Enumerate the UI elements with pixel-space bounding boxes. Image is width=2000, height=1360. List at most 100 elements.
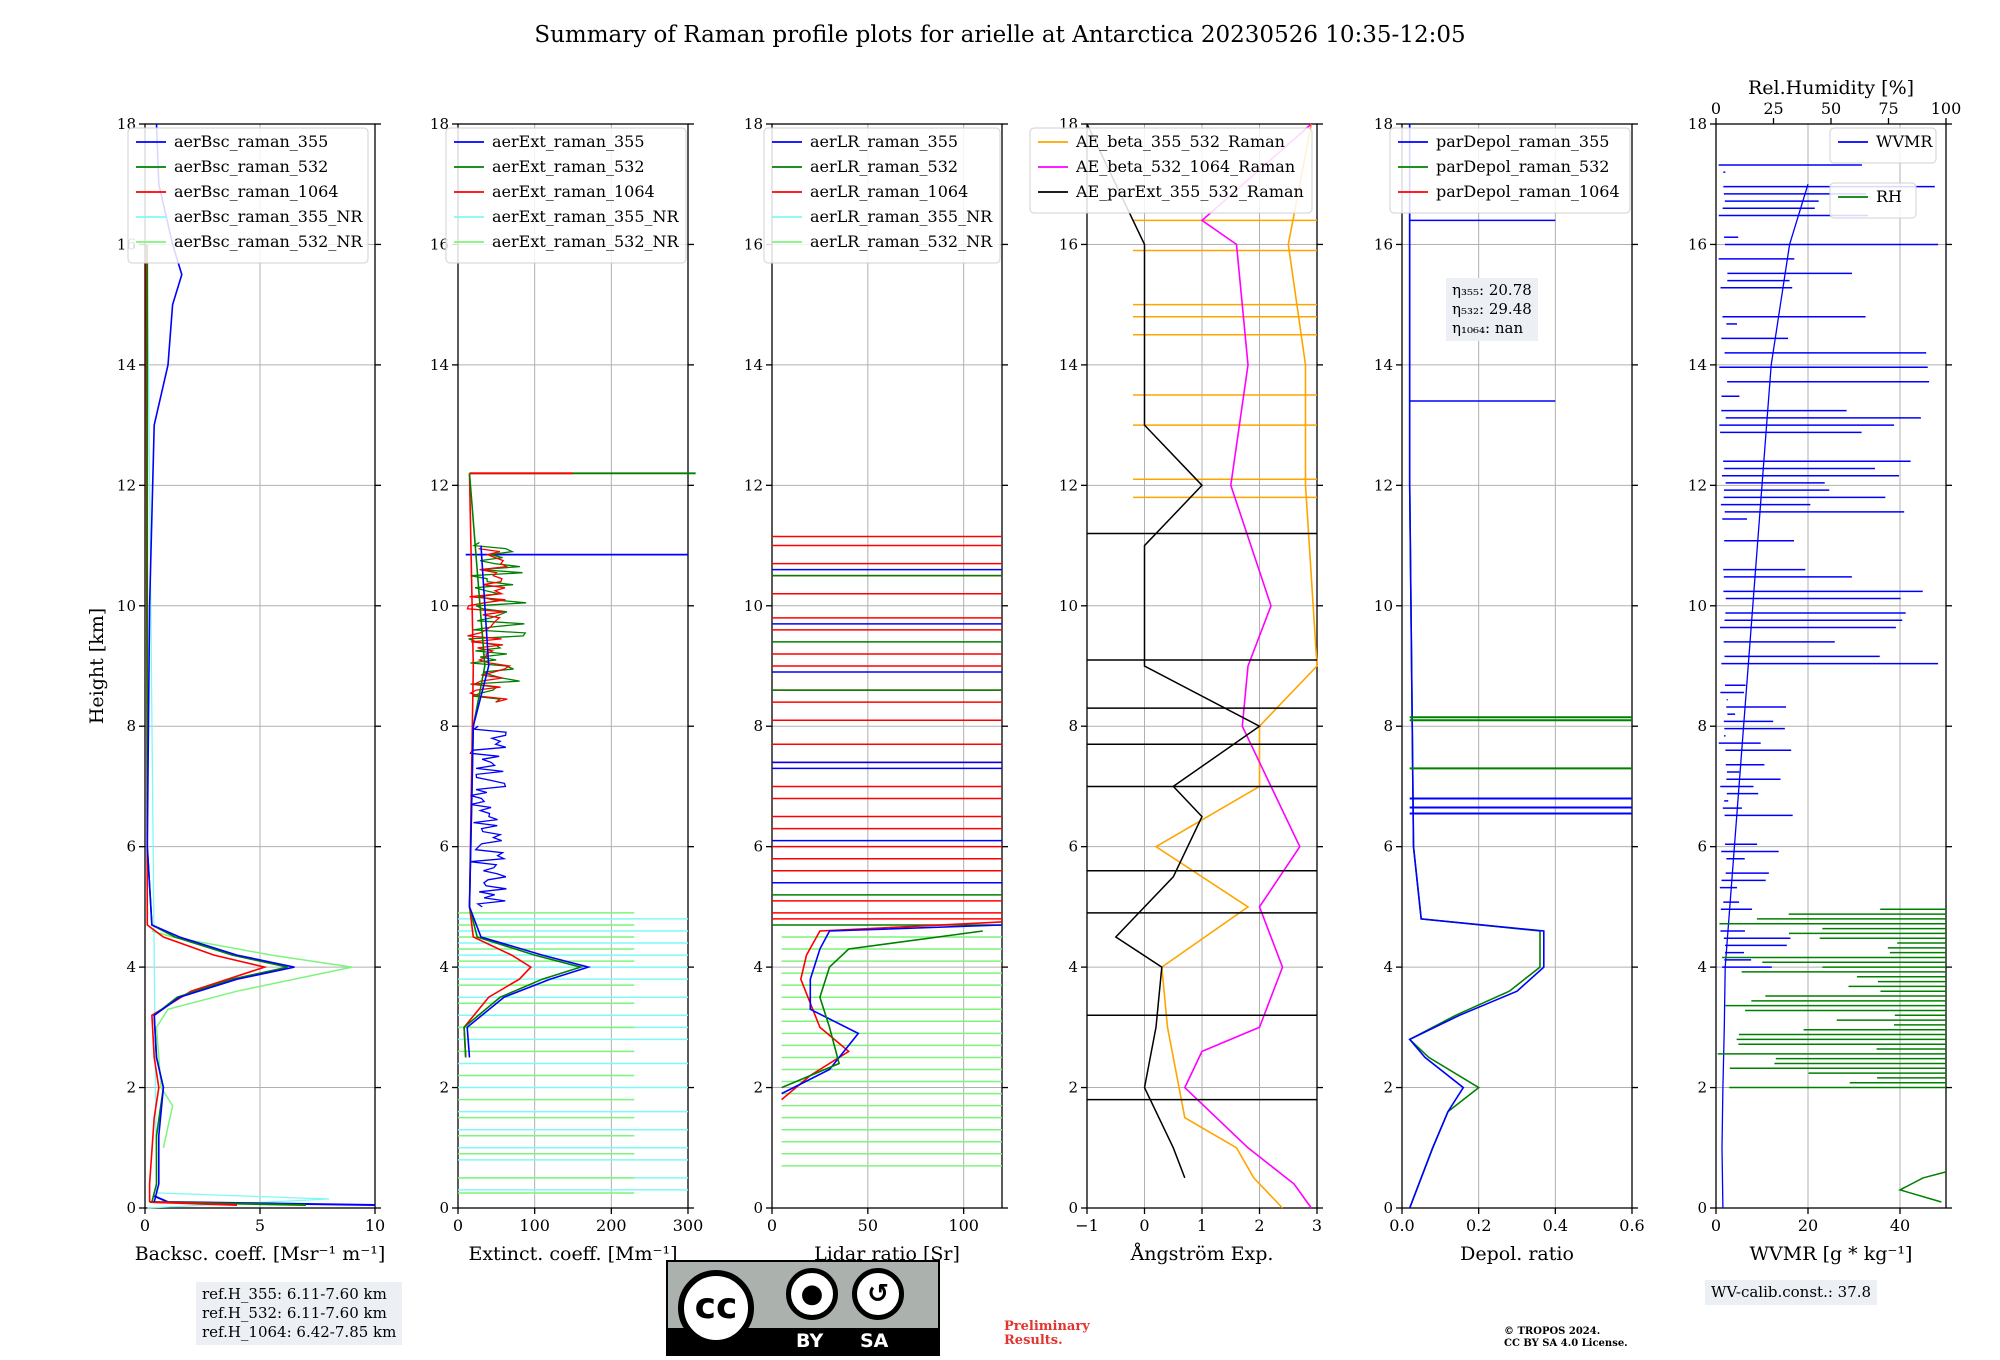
ytick-label: 12 <box>1374 476 1393 494</box>
legend-bsc <box>127 127 369 264</box>
legend-entry: aerBsc_raman_355_NR <box>174 207 363 226</box>
ytick-label: 8 <box>753 717 763 735</box>
xlabel-bsc: Backsc. coeff. [Msr⁻¹ m⁻¹] <box>135 1243 386 1265</box>
legend-entry: AE_beta_355_532_Raman <box>1075 132 1285 151</box>
panel-frame-ext <box>457 123 689 1209</box>
legend-entry: aerBsc_raman_532 <box>174 157 328 176</box>
legend-entry: aerLR_raman_532 <box>810 157 958 176</box>
xtick-label-dep: 0.2 <box>1466 1216 1491 1235</box>
xtick-label-ae: −1 <box>1075 1216 1099 1235</box>
ytick-label: 4 <box>753 958 763 976</box>
panel-lr <box>766 123 1008 1214</box>
series-bsc-1064 <box>145 244 268 1202</box>
legend-entry: aerExt_raman_355_NR <box>492 207 680 226</box>
ytick-label: 4 <box>1697 958 1707 976</box>
series-dep-355-spikes <box>1409 797 1632 815</box>
eta-355: η₃₅₅: 20.78 <box>1452 281 1532 299</box>
ytick-label: 12 <box>1688 476 1707 494</box>
ytick-label: 6 <box>126 838 136 856</box>
ytick-label: 6 <box>439 838 449 856</box>
ytick-label: 10 <box>117 597 136 615</box>
top-xtick-label: 25 <box>1763 99 1783 118</box>
series-bsc-355 <box>146 123 295 1203</box>
ytick-label: 6 <box>753 838 763 856</box>
xlabel-dep: Depol. ratio <box>1460 1243 1574 1265</box>
series-dep-355-top <box>1409 219 1556 402</box>
series-ext-1064 <box>463 473 533 1058</box>
legend-frame <box>445 127 687 264</box>
ytick-label: 14 <box>744 356 763 374</box>
ytick-label: 10 <box>1374 597 1393 615</box>
top-xtick-label: 0 <box>1711 99 1721 118</box>
xtick-label-ext: 200 <box>596 1216 627 1235</box>
legend-entry: parDepol_raman_532 <box>1436 157 1609 176</box>
legend-dep <box>1389 127 1631 214</box>
ytick-label: 2 <box>439 1079 449 1097</box>
xtick-label-wv: 40 <box>1890 1216 1910 1235</box>
xlabel-ext: Extinct. coeff. [Mm⁻¹] <box>468 1243 677 1265</box>
xlabel-wv: WVMR [g * kg⁻¹] <box>1750 1243 1913 1265</box>
cc-sa-label: SA <box>860 1330 889 1352</box>
ytick-label: 4 <box>126 958 136 976</box>
copyright-note: © TROPOS 2024. CC BY SA 4.0 License. <box>1504 1326 1628 1350</box>
series-ext-1064-jitter <box>466 547 512 703</box>
ytick-label: 8 <box>1383 717 1393 735</box>
legend-entry: aerExt_raman_355 <box>492 132 645 151</box>
ytick-label: 10 <box>1059 597 1078 615</box>
ytick-label: 0 <box>126 1199 136 1217</box>
legend-entry: RH <box>1876 187 1902 206</box>
series-lr-532 <box>772 574 1002 926</box>
legend-ext <box>445 127 687 264</box>
ytick-label: 4 <box>1383 958 1393 976</box>
ytick-label: 6 <box>1697 838 1707 856</box>
preliminary-line-1: Preliminary <box>1004 1319 1090 1334</box>
ytick-label: 8 <box>1697 717 1707 735</box>
series-dep-532-spikes <box>1409 716 1632 770</box>
top-xtick-label: 50 <box>1821 99 1841 118</box>
ytick-label: 4 <box>1068 958 1078 976</box>
ytick-label: 12 <box>1059 476 1078 494</box>
series-ae-355-532 <box>1154 123 1318 1209</box>
ytick-label: 14 <box>1688 356 1707 374</box>
ytick-label: 4 <box>439 958 449 976</box>
ytick-label: 0 <box>439 1199 449 1217</box>
series-ext-355 <box>466 545 592 1058</box>
xtick-label-dep: 0.4 <box>1543 1216 1568 1235</box>
xtick-label-lr: 100 <box>948 1216 979 1235</box>
preliminary-note: Preliminary Results. <box>1004 1320 1090 1348</box>
legend-frame <box>1829 182 1917 219</box>
xtick-label-ae: 3 <box>1312 1216 1322 1235</box>
y-axis-label: Height [km] <box>86 608 108 724</box>
ytick-label: 2 <box>126 1079 136 1097</box>
ytick-label: 14 <box>1374 356 1393 374</box>
xtick-label-wv: 0 <box>1711 1216 1721 1235</box>
wv-calib-box: WV-calib.const.: 37.8 <box>1705 1280 1878 1305</box>
xtick-label-ext: 300 <box>673 1216 704 1235</box>
series-lr-532-profile <box>781 930 983 1089</box>
series-ae-parext <box>1086 123 1261 1179</box>
ytick-label: 18 <box>430 115 449 133</box>
series-wvmr <box>1721 184 1809 1209</box>
reference-heights-box: ref.H_355: 6.11-7.60 km ref.H_532: 6.11-… <box>196 1282 403 1345</box>
legend-wv <box>1829 182 1917 219</box>
ytick-label: 10 <box>744 597 763 615</box>
ytick-label: 16 <box>744 235 763 253</box>
legend-frame <box>1389 127 1631 214</box>
legend-frame <box>763 127 1001 264</box>
ytick-label: 2 <box>1697 1079 1707 1097</box>
legend-entry: aerLR_raman_355 <box>810 132 958 151</box>
ytick-label: 2 <box>753 1079 763 1097</box>
series-ext-532-nr <box>458 912 635 1194</box>
eta-box: η₃₅₅: 20.78 η₅₃₂: 29.48 η₁₀₆₄: nan <box>1446 278 1538 341</box>
legend-wv <box>1829 127 1937 164</box>
ytick-label: 16 <box>1374 235 1393 253</box>
top-xtick-label: 75 <box>1878 99 1898 118</box>
legend-entry: aerExt_raman_532 <box>492 157 645 176</box>
xtick-label-ext: 100 <box>519 1216 550 1235</box>
copyright-line-2: CC BY SA 4.0 License. <box>1504 1338 1628 1349</box>
series-ae-parext-segs <box>1087 532 1317 1101</box>
legend-entry: aerExt_raman_532_NR <box>492 232 680 251</box>
ytick-label: 2 <box>1068 1079 1078 1097</box>
legend-ae <box>1029 127 1313 214</box>
ytick-label: 12 <box>117 476 136 494</box>
